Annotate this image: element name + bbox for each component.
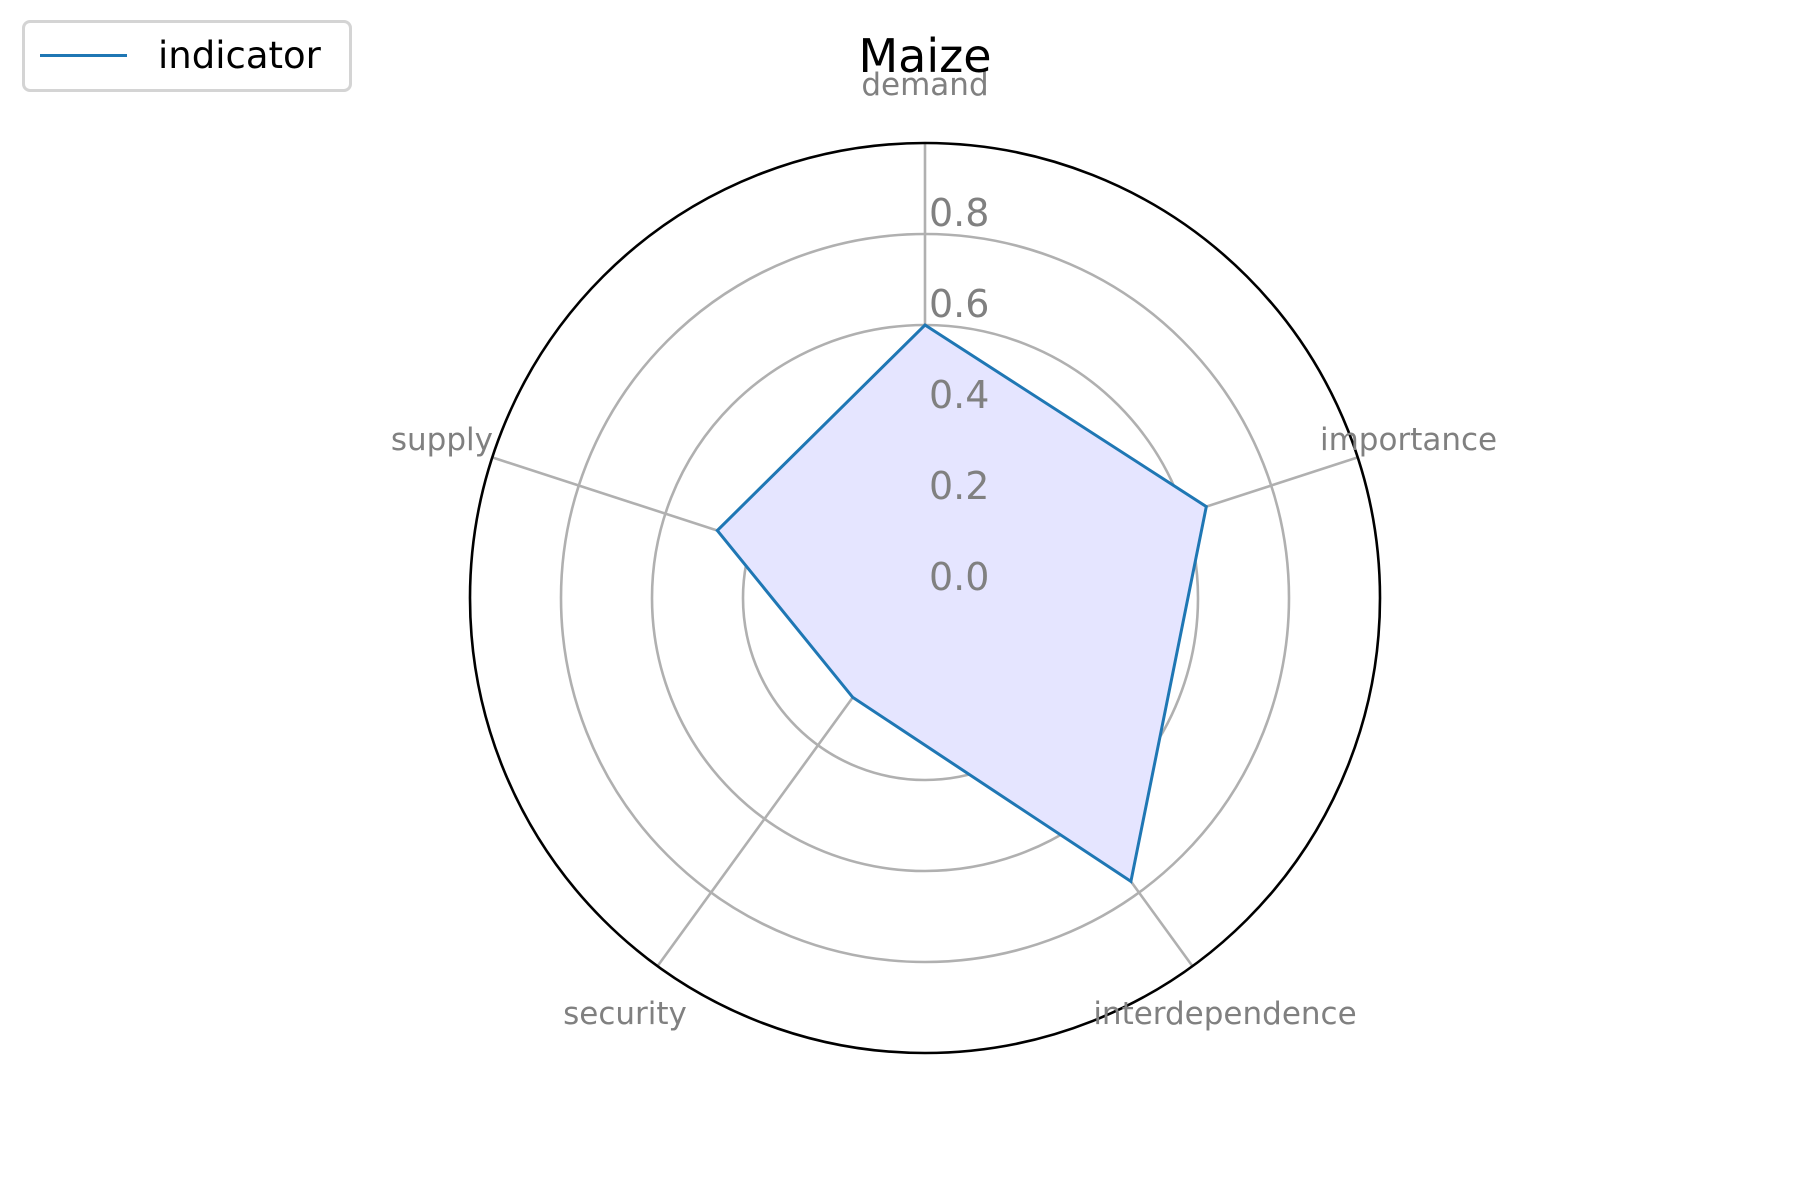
- radar-series: [715, 323, 1208, 884]
- category-label-supply: supply: [391, 422, 493, 458]
- category-label-interdependence: interdependence: [1093, 996, 1356, 1032]
- radial-tick-label: 0.4: [929, 373, 989, 417]
- legend: indicator: [22, 20, 352, 92]
- radial-tick-label: 0.8: [929, 191, 989, 235]
- chart-title: Maize: [858, 29, 991, 83]
- radial-tick-label: 0.0: [929, 555, 989, 599]
- radial-tick-label: 0.6: [929, 282, 989, 326]
- radial-tick-labels: 0.0 0.2 0.4 0.6 0.8: [929, 191, 989, 599]
- category-label-security: security: [563, 996, 687, 1032]
- radar-outer-circle: [468, 141, 1382, 1055]
- legend-label: indicator: [158, 34, 321, 77]
- category-label-demand: demand: [861, 67, 988, 103]
- category-label-importance: importance: [1320, 422, 1497, 458]
- outer-circle: [468, 141, 1382, 1055]
- radial-tick-label: 0.2: [929, 464, 989, 508]
- category-labels: demand importance interdependence security s…: [391, 67, 1497, 1032]
- series-polygon: [715, 323, 1208, 884]
- legend-line-swatch: [40, 54, 127, 57]
